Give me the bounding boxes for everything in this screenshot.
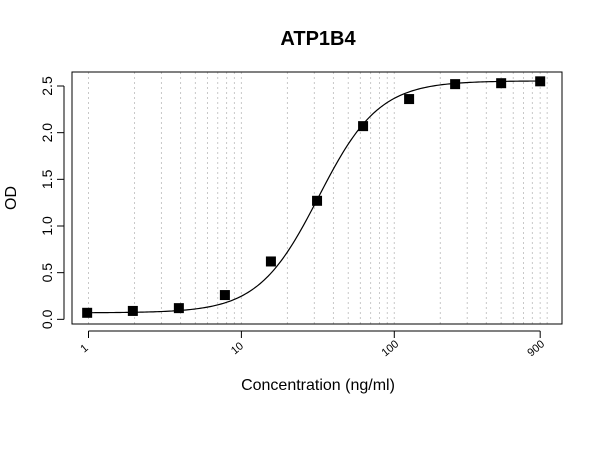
y-tick-label: 0.5	[39, 263, 55, 283]
y-axis-label: OD	[3, 186, 20, 210]
y-tick-label: 0.0	[39, 309, 55, 329]
data-point	[82, 307, 93, 318]
data-points	[82, 76, 546, 318]
x-tick-label: 100	[379, 338, 401, 359]
data-point	[535, 76, 546, 87]
data-point	[265, 256, 276, 267]
x-tick-label: 10	[229, 340, 246, 357]
data-point	[404, 94, 415, 105]
x-axis-label: Concentration (ng/ml)	[241, 377, 395, 394]
y-axis: 0.0 0.5 1.0 1.5 2.0 2.5	[39, 76, 65, 329]
y-tick-label: 2.0	[39, 123, 55, 143]
y-tick-label: 1.5	[39, 169, 55, 189]
chart-title: ATP1B4	[280, 28, 356, 50]
grid-lines	[87, 72, 548, 324]
x-axis: 1 10 100 900	[78, 330, 547, 359]
data-point	[450, 79, 461, 90]
x-tick-label: 1	[78, 342, 90, 355]
plot-frame	[71, 71, 563, 325]
y-tick-label: 1.0	[39, 216, 55, 236]
data-point	[496, 78, 507, 89]
data-point	[358, 121, 369, 132]
y-tick-label: 2.5	[39, 76, 55, 96]
data-point	[173, 303, 184, 314]
x-tick-label: 900	[525, 338, 547, 359]
data-point	[312, 195, 323, 206]
data-point	[219, 290, 230, 301]
fit-curve	[87, 80, 541, 314]
data-point	[127, 305, 138, 316]
